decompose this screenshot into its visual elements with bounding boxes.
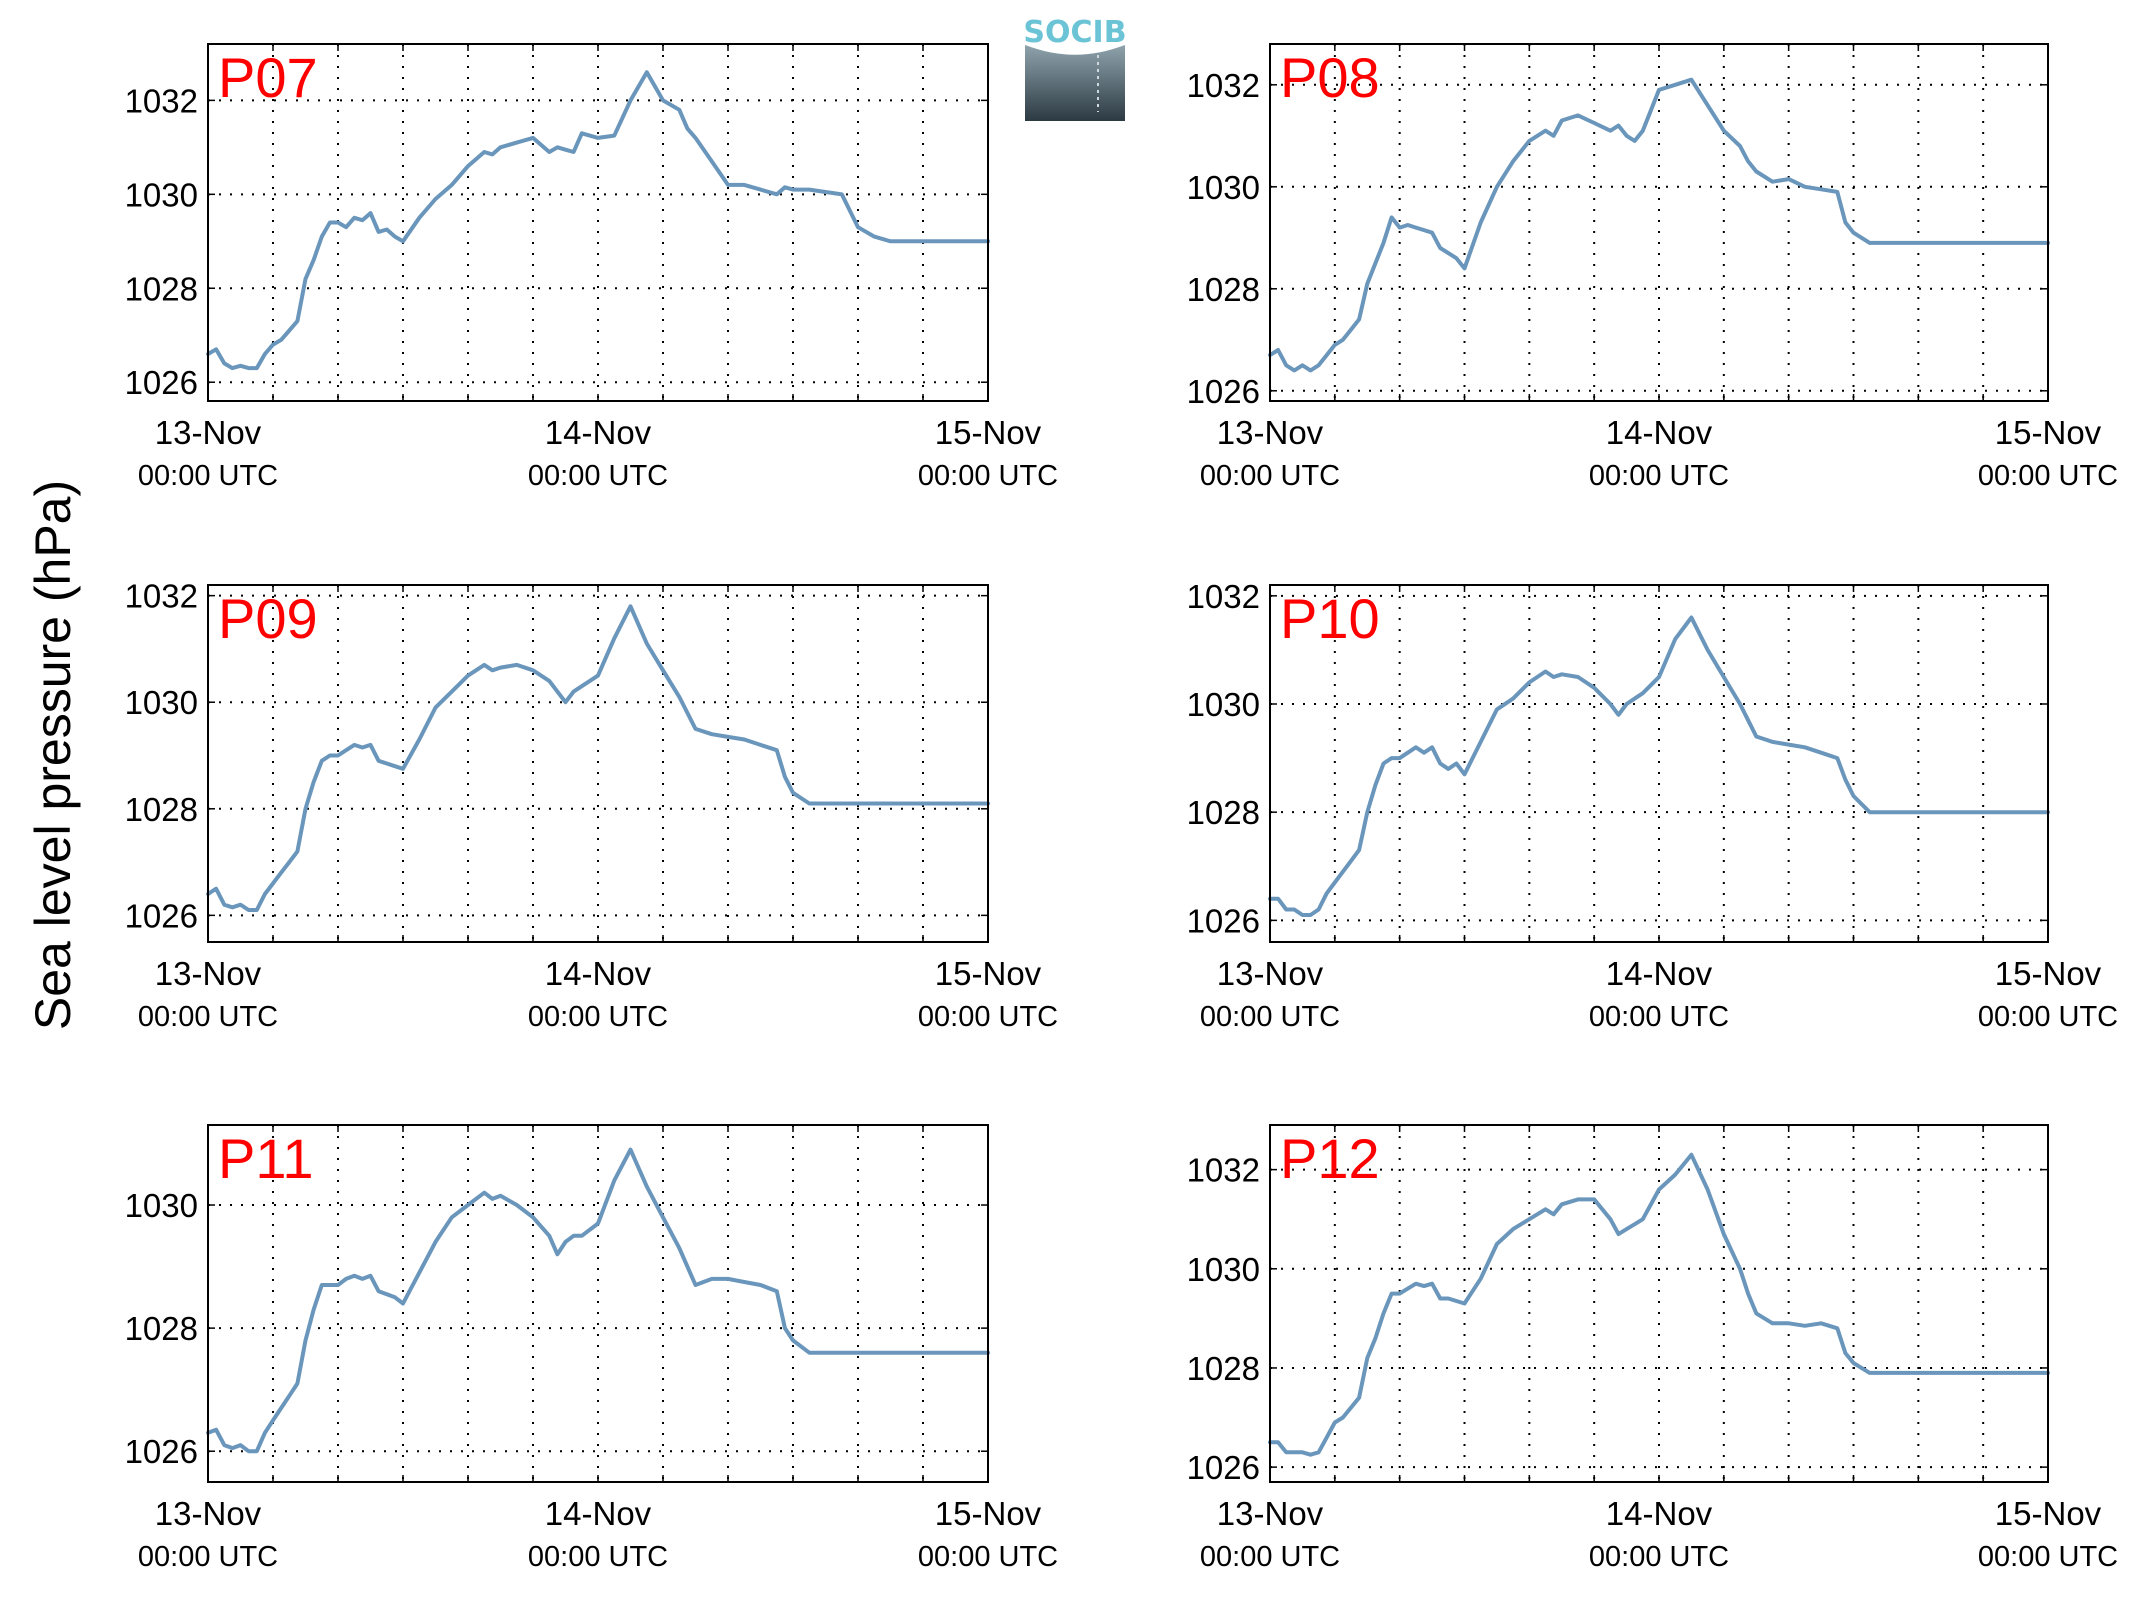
y-tick-label: 1032 xyxy=(1187,1152,1260,1189)
x-tick-label: 15-Nov xyxy=(935,955,1042,992)
panel-title: P11 xyxy=(218,1127,313,1190)
y-tick-label: 1032 xyxy=(1187,67,1260,104)
x-tick-label: 14-Nov xyxy=(545,1495,652,1532)
panel-title: P10 xyxy=(1280,587,1380,650)
x-tick-sublabel: 00:00 UTC xyxy=(918,460,1058,492)
x-tick-label: 13-Nov xyxy=(1217,1495,1324,1532)
plot-frame xyxy=(1269,584,2049,943)
x-tick-label: 14-Nov xyxy=(1606,955,1713,992)
x-tick-sublabel: 00:00 UTC xyxy=(1200,1541,1340,1573)
panel-p10: 1026 1028 1030 1032 13-Nov 00:00 UTC 14-Nov 00:… xyxy=(1187,578,2119,1033)
plot-frame xyxy=(1269,43,2049,402)
y-tick-label: 1026 xyxy=(1187,373,1260,410)
plot-frame xyxy=(207,43,989,402)
x-tick-label: 15-Nov xyxy=(1995,955,2102,992)
x-tick-sublabel: 00:00 UTC xyxy=(1589,460,1729,492)
plot-frame xyxy=(207,584,989,943)
panel-title: P07 xyxy=(218,46,318,109)
panel-p07: 1026 1028 1030 1032 13-Nov 00:00 UTC 14-Nov 00:… xyxy=(125,43,1058,492)
x-tick-sublabel: 00:00 UTC xyxy=(138,460,278,492)
x-tick-sublabel: 00:00 UTC xyxy=(138,1001,278,1033)
x-tick-label: 13-Nov xyxy=(155,1495,262,1532)
panel-p08: 1026 1028 1030 1032 13-Nov 00:00 UTC 14-Nov 00:… xyxy=(1187,43,2118,492)
y-tick-label: 1028 xyxy=(125,791,198,828)
x-tick-sublabel: 00:00 UTC xyxy=(918,1541,1058,1573)
plot-area xyxy=(208,585,988,942)
x-tick-label: 14-Nov xyxy=(1606,414,1713,451)
x-tick-label: 13-Nov xyxy=(155,414,262,451)
y-tick-label: 1028 xyxy=(1187,1350,1260,1387)
x-tick-sublabel: 00:00 UTC xyxy=(1978,460,2118,492)
x-tick-sublabel: 00:00 UTC xyxy=(138,1541,278,1573)
x-tick-sublabel: 00:00 UTC xyxy=(1200,460,1340,492)
x-tick-label: 13-Nov xyxy=(1217,414,1324,451)
panel-title: P08 xyxy=(1280,46,1380,109)
x-tick-sublabel: 00:00 UTC xyxy=(1978,1001,2118,1033)
x-tick-label: 14-Nov xyxy=(545,955,652,992)
panel-p11: 1026 1028 1030 13-Nov 00:00 UTC 14-Nov 00:00 U… xyxy=(125,1124,1058,1573)
y-tick-label: 1028 xyxy=(125,1310,198,1347)
plot-frame xyxy=(1269,1124,2049,1483)
x-tick-label: 15-Nov xyxy=(1995,414,2102,451)
series-line xyxy=(1268,1152,2050,1457)
panel-title: P12 xyxy=(1280,1127,1380,1190)
logo-text: SOCIB xyxy=(1023,15,1126,50)
plot-area xyxy=(208,1125,988,1482)
y-tick-label: 1030 xyxy=(125,1187,198,1224)
x-tick-sublabel: 00:00 UTC xyxy=(1589,1001,1729,1033)
plot-area xyxy=(208,44,988,401)
plot-area xyxy=(1270,44,2048,401)
y-tick-label: 1030 xyxy=(1187,169,1260,206)
y-tick-label: 1030 xyxy=(1187,1251,1260,1288)
x-tick-label: 15-Nov xyxy=(1995,1495,2102,1532)
plot-frame xyxy=(207,1124,989,1483)
y-axis-label: Sea level pressure (hPa) xyxy=(25,480,81,1030)
y-tick-label: 1032 xyxy=(1187,578,1260,615)
series-line xyxy=(206,604,990,912)
x-tick-sublabel: 00:00 UTC xyxy=(1200,1001,1340,1033)
x-tick-label: 14-Nov xyxy=(1606,1495,1713,1532)
y-tick-label: 1032 xyxy=(125,82,198,119)
y-tick-label: 1026 xyxy=(125,364,198,401)
y-tick-label: 1026 xyxy=(125,1433,198,1470)
series-line xyxy=(1268,77,2050,373)
x-tick-label: 13-Nov xyxy=(1217,955,1324,992)
panels-group: 1026 1028 1030 1032 13-Nov 00:00 UTC 14-Nov 00:… xyxy=(125,43,2119,1573)
y-tick-label: 1026 xyxy=(1187,1449,1260,1486)
panel-p09: 1026 1028 1030 1032 13-Nov 00:00 UTC 14-Nov 00:… xyxy=(125,578,1059,1033)
y-tick-label: 1026 xyxy=(1187,902,1260,939)
y-tick-label: 1030 xyxy=(125,684,198,721)
panel-title: P09 xyxy=(218,587,318,650)
panel-p12: 1026 1028 1030 1032 13-Nov 00:00 UTC 14-Nov 00:… xyxy=(1187,1124,2118,1573)
x-tick-sublabel: 00:00 UTC xyxy=(528,1001,668,1033)
x-tick-sublabel: 00:00 UTC xyxy=(1978,1541,2118,1573)
x-tick-label: 15-Nov xyxy=(935,1495,1042,1532)
x-tick-label: 13-Nov xyxy=(155,955,262,992)
series-line xyxy=(206,70,990,371)
x-tick-sublabel: 00:00 UTC xyxy=(1589,1541,1729,1573)
y-tick-label: 1030 xyxy=(1187,686,1260,723)
x-tick-sublabel: 00:00 UTC xyxy=(918,1001,1058,1033)
socib-logo: SOCIB xyxy=(1023,15,1127,121)
x-tick-sublabel: 00:00 UTC xyxy=(528,1541,668,1573)
y-tick-label: 1026 xyxy=(125,897,198,934)
y-tick-label: 1028 xyxy=(1187,794,1260,831)
series-line xyxy=(206,1147,990,1454)
x-tick-sublabel: 00:00 UTC xyxy=(528,460,668,492)
x-tick-label: 14-Nov xyxy=(545,414,652,451)
y-tick-label: 1028 xyxy=(125,270,198,307)
x-tick-label: 15-Nov xyxy=(935,414,1042,451)
y-tick-label: 1028 xyxy=(1187,271,1260,308)
y-tick-label: 1032 xyxy=(125,578,198,615)
series-line xyxy=(1268,615,2050,917)
y-tick-label: 1030 xyxy=(125,176,198,213)
